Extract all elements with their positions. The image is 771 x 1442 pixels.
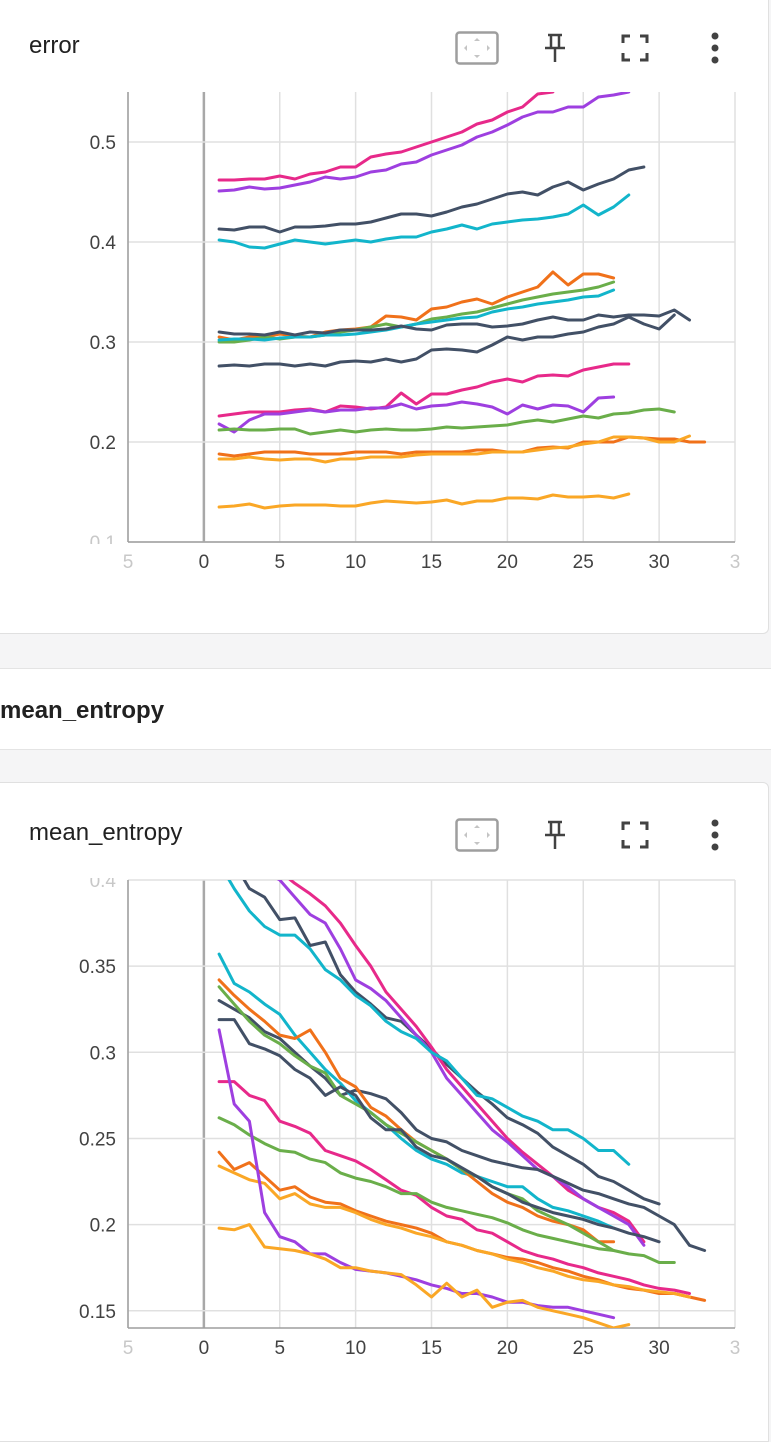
series-line-8 [217, 308, 691, 337]
x-tick-label: 5 [123, 552, 134, 573]
x-tick-label: 30 [649, 552, 670, 573]
series-line-4 [217, 193, 631, 250]
fullscreen-button[interactable] [613, 28, 657, 68]
y-tick-label: 0.5 [90, 133, 116, 154]
x-tick-label: 10 [345, 552, 366, 573]
y-tick-label: 0.1 [90, 533, 116, 554]
pin-button[interactable] [533, 815, 577, 855]
fit-domain-button[interactable] [455, 815, 499, 855]
series-line-1 [217, 92, 555, 182]
pin-button[interactable] [533, 28, 577, 68]
x-tick-label: 5 [274, 552, 285, 573]
series-line-11 [217, 395, 616, 434]
y-tick-label: 0.4 [90, 233, 117, 254]
more-options-button[interactable] [693, 815, 737, 855]
more-vert-icon [711, 819, 719, 851]
series-line-13 [217, 435, 707, 458]
x-tick-label: 20 [497, 552, 518, 573]
error-line-chart[interactable]: 5 0 5 10 15 20 25 30 3 0.1 0.2 0.3 0.4 0.5 [0, 0, 771, 600]
series-line-3 [217, 165, 646, 234]
pin-icon [545, 820, 565, 849]
fullscreen-button[interactable] [613, 815, 657, 855]
x-tick-label: 3 [730, 552, 741, 573]
x-tick-label: 25 [573, 552, 594, 573]
more-options-button[interactable] [693, 28, 737, 68]
y-tick-label: 0.2 [90, 433, 116, 454]
fit-domain-icon [455, 818, 499, 852]
chart-toolbar [455, 815, 755, 855]
chart-title: error [29, 32, 80, 59]
series-line-2 [217, 92, 631, 193]
section-title: mean_entropy [0, 697, 165, 724]
fit-domain-button[interactable] [455, 28, 499, 68]
more-vert-icon [711, 32, 719, 64]
series-line-15 [217, 492, 631, 510]
series-line-12 [217, 407, 676, 436]
x-tick-label: 15 [421, 552, 442, 573]
series-line-10 [217, 362, 631, 418]
series-group [217, 92, 707, 510]
pin-icon [545, 33, 565, 62]
fit-domain-icon [455, 31, 499, 65]
series-line-5 [217, 270, 616, 342]
chart-title: mean_entropy [29, 819, 183, 846]
x-tick-label: 0 [199, 552, 210, 573]
y-tick-label: 0.3 [90, 333, 116, 354]
grid [127, 92, 736, 543]
mean-entropy-chart-card: mean_entropy [0, 782, 769, 1442]
series-line-9 [217, 313, 676, 368]
chart-toolbar [455, 28, 755, 68]
fullscreen-icon [621, 821, 649, 849]
series-line-14 [217, 434, 691, 464]
series-line-7 [217, 288, 616, 342]
fullscreen-icon [621, 34, 649, 62]
section-header[interactable]: mean_entropy [0, 668, 771, 750]
